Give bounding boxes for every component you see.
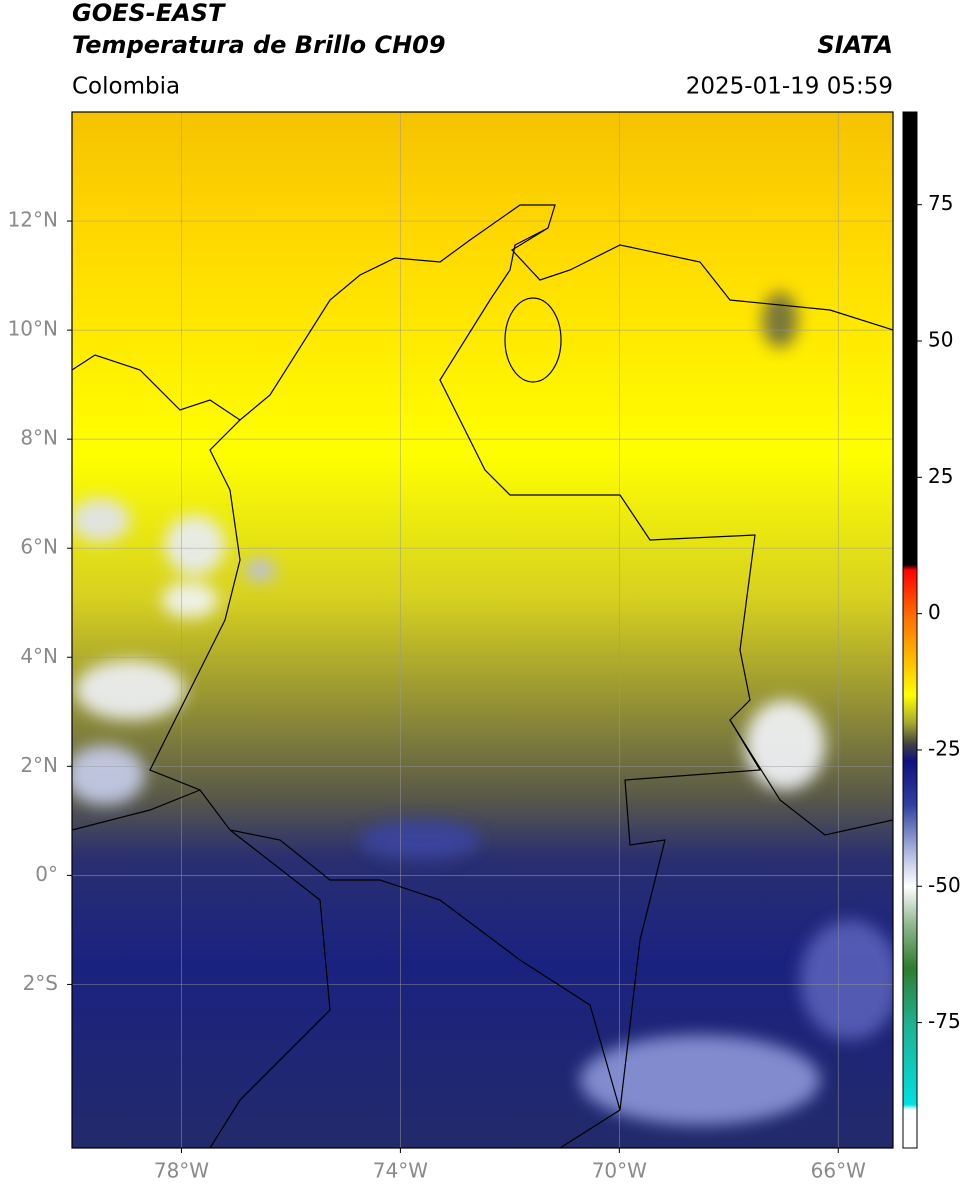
- lon-tick-label: 66°W: [811, 1159, 866, 1183]
- colorbar: [902, 111, 918, 1149]
- panama-coast: [71, 354, 241, 421]
- lat-tick-label: 0°: [35, 862, 58, 886]
- lat-tick-label: 10°N: [8, 317, 58, 341]
- product: Temperatura de Brillo CH09: [72, 31, 446, 59]
- colorbar-tick-label: -75: [928, 1009, 961, 1033]
- lon-tick-label: 70°W: [592, 1159, 647, 1183]
- satellite-image: [72, 112, 893, 1148]
- lat-tick-label: 4°N: [20, 644, 58, 668]
- map-frame: [71, 111, 894, 1149]
- lake-maracaibo: [504, 297, 562, 383]
- colorbar-tick-label: 0: [928, 600, 941, 624]
- colorbar-tick-label: -50: [928, 873, 961, 897]
- datetime: 2025-01-19 05:59: [686, 74, 893, 100]
- source: SIATA: [817, 31, 893, 59]
- colorbar-tick-label: -25: [928, 736, 961, 760]
- lon-tick-label: 78°W: [154, 1159, 209, 1183]
- borders: [71, 204, 894, 1149]
- venezuela-coast: [511, 227, 894, 331]
- lat-tick-label: 2°S: [23, 971, 58, 995]
- grid: [72, 112, 893, 1148]
- colorbar-tick-label: 75: [928, 191, 953, 215]
- satellite: GOES-EAST: [72, 0, 226, 27]
- lat-tick-label: 8°N: [20, 426, 58, 450]
- brazil-border: [729, 719, 894, 836]
- lat-tick-label: 12°N: [8, 208, 58, 232]
- colorbar-tick-label: 25: [928, 464, 953, 488]
- region: Colombia: [72, 74, 180, 100]
- colorbar-tick-label: 50: [928, 328, 953, 352]
- lat-tick-label: 6°N: [20, 535, 58, 559]
- lon-tick-label: 74°W: [373, 1159, 428, 1183]
- lat-tick-label: 2°N: [20, 753, 58, 777]
- ecuador-peru-border: [71, 789, 621, 1149]
